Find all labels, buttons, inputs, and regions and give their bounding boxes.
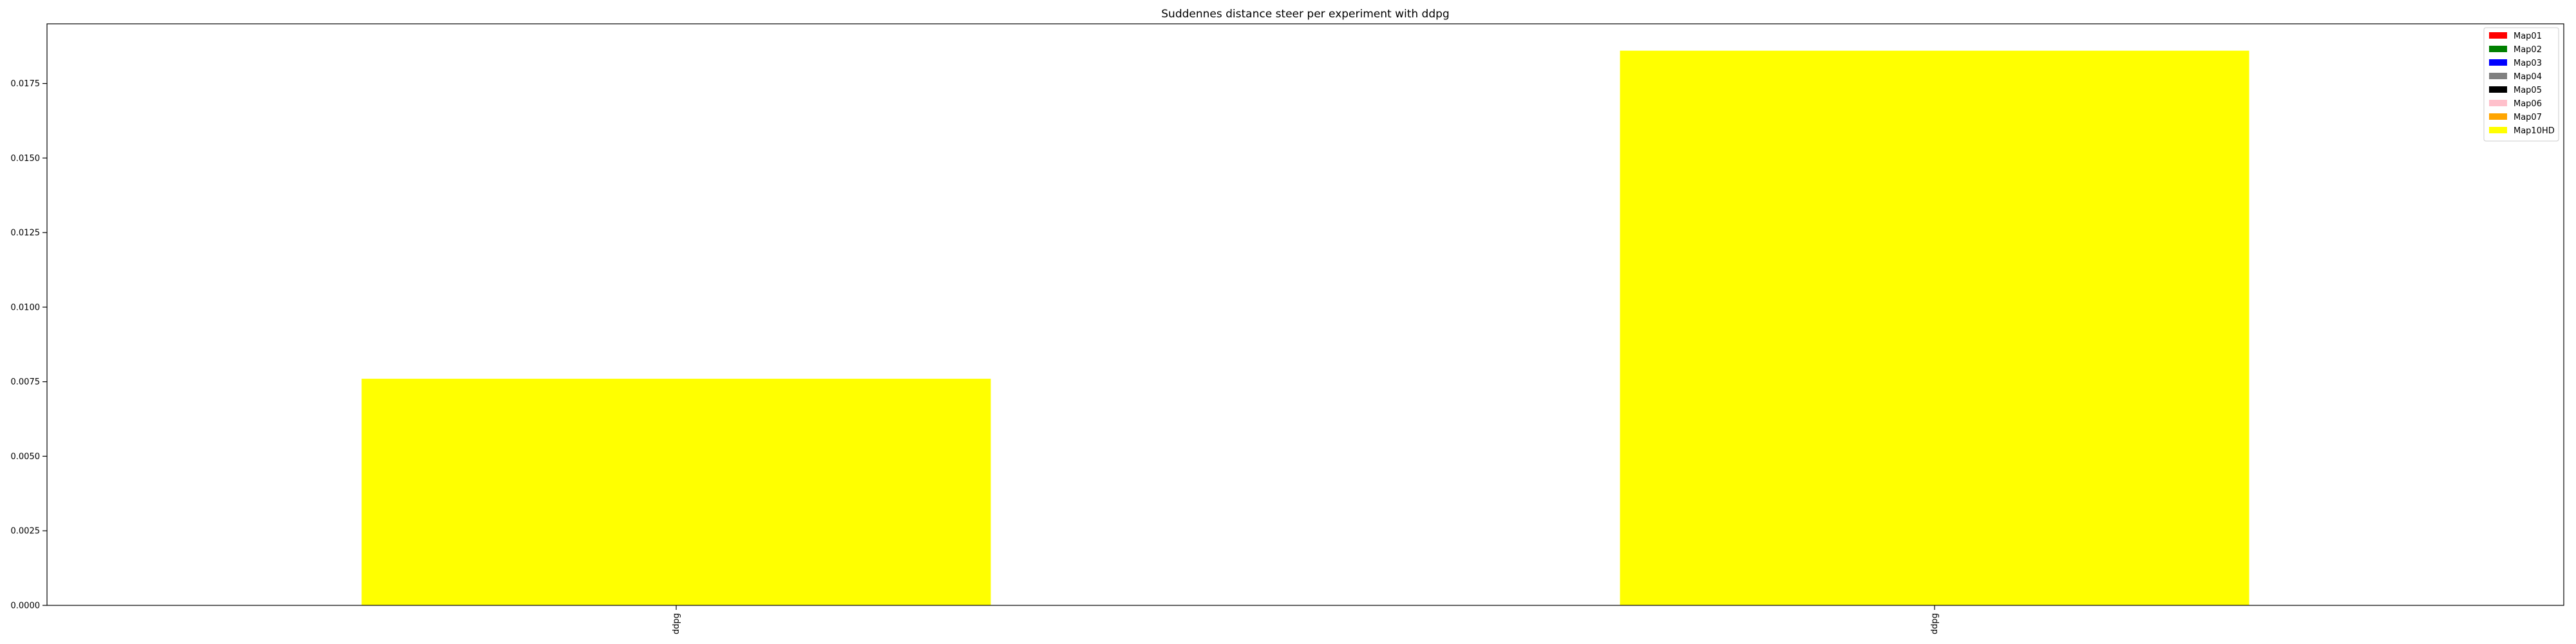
legend-swatch-map03 xyxy=(2489,59,2507,66)
legend-label-map05: Map05 xyxy=(2514,86,2542,95)
x-tick-label: ddpg xyxy=(1930,613,1940,634)
legend-swatch-map06 xyxy=(2489,100,2507,106)
bar-map10hd-0 xyxy=(361,379,991,605)
legend-label-map02: Map02 xyxy=(2514,45,2542,55)
legend-swatch-map01 xyxy=(2489,32,2507,39)
legend-swatch-map02 xyxy=(2489,46,2507,52)
y-tick-label: 0.0150 xyxy=(11,154,41,164)
legend: Map01 Map02 Map03 Map04 Map05 Map06 Map07 Map10… xyxy=(2483,27,2559,142)
x-tick-label: ddpg xyxy=(672,613,681,634)
y-tick-label: 0.0075 xyxy=(11,377,41,387)
legend-label-map04: Map04 xyxy=(2514,72,2542,82)
legend-frame xyxy=(2483,27,2559,142)
legend-label-map07: Map07 xyxy=(2514,113,2542,122)
y-tick-label: 0.0100 xyxy=(11,303,41,312)
x-axis: ddpg ddpg xyxy=(672,605,1940,634)
plot-frame xyxy=(46,23,2564,606)
legend-swatch-map04 xyxy=(2489,73,2507,79)
y-tick-label: 0.0000 xyxy=(11,601,41,611)
y-axis: 0.0000 0.0025 0.0050 0.0075 0.0100 0.0125 0.01… xyxy=(11,79,47,611)
legend-swatch-map05 xyxy=(2489,86,2507,93)
bar-map10hd-1 xyxy=(1620,50,2249,605)
y-tick-label: 0.0175 xyxy=(11,79,41,89)
bars-layer xyxy=(361,50,2249,605)
legend-label-map06: Map06 xyxy=(2514,99,2542,109)
legend-swatch-map07 xyxy=(2489,113,2507,120)
y-tick-label: 0.0125 xyxy=(11,229,41,238)
y-tick-label: 0.0050 xyxy=(11,452,41,462)
y-tick-label: 0.0025 xyxy=(11,527,41,536)
legend-label-map03: Map03 xyxy=(2514,59,2542,68)
legend-label-map01: Map01 xyxy=(2514,32,2542,41)
chart-title: Suddennes distance steer per experiment … xyxy=(1161,8,1449,21)
legend-label-map10hd: Map10HD xyxy=(2514,126,2555,136)
legend-swatch-map10hd xyxy=(2489,127,2507,133)
